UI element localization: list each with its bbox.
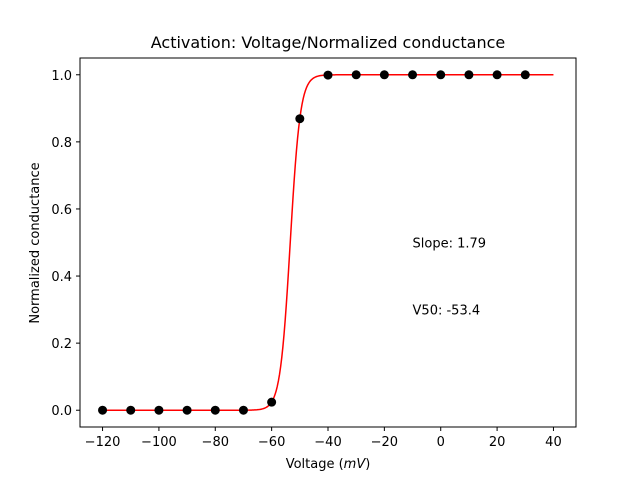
y-axis-ticks: 0.0 0.2 0.4 0.6 0.8 1.0	[51, 69, 80, 419]
data-point	[408, 70, 418, 80]
data-point	[520, 70, 530, 80]
x-tick-label: 40	[545, 435, 562, 450]
y-tick-label: 0.0	[51, 404, 72, 419]
x-tick-label: 20	[489, 435, 506, 450]
y-tick-label: 0.8	[51, 136, 72, 151]
y-tick-label: 1.0	[51, 69, 72, 84]
y-tick-label: 0.4	[51, 270, 72, 285]
data-point	[295, 114, 305, 124]
annotation-label: V50: -53.4	[413, 304, 481, 319]
x-axis-label-unit: mV	[344, 457, 367, 472]
x-axis-ticks: −120 −100 −80 −60 −40 −20 0 20 40	[85, 427, 562, 450]
annotations: Slope: 1.79 V50: -53.4	[413, 237, 487, 319]
data-point	[182, 405, 192, 415]
data-point	[323, 70, 333, 80]
annotation-label: Slope: 1.79	[413, 237, 487, 252]
chart-title: Activation: Voltage/Normalized conductan…	[151, 33, 505, 52]
plot-area	[79, 57, 577, 428]
x-tick-label: 0	[437, 435, 445, 450]
x-axis-label-prefix: Voltage (	[286, 457, 344, 472]
y-axis-label: Normalized conductance	[28, 162, 43, 323]
x-tick-label: −120	[85, 435, 121, 450]
x-axis-label: Voltage (mV)	[286, 457, 371, 472]
data-point	[379, 70, 389, 80]
data-point	[351, 70, 361, 80]
x-tick-label: −20	[371, 435, 398, 450]
x-tick-label: −60	[258, 435, 285, 450]
data-point	[98, 405, 108, 415]
data-points	[98, 70, 530, 415]
x-tick-label: −100	[141, 435, 177, 450]
data-point	[492, 70, 502, 80]
y-tick-label: 0.6	[51, 203, 72, 218]
data-point	[464, 70, 474, 80]
axes-frame	[79, 57, 577, 428]
x-tick-label: −80	[202, 435, 229, 450]
data-point	[210, 405, 220, 415]
data-point	[436, 70, 446, 80]
data-point	[154, 405, 164, 415]
data-point	[126, 405, 136, 415]
y-tick-label: 0.2	[51, 337, 72, 352]
x-axis-label-suffix: )	[365, 457, 370, 472]
x-tick-label: −40	[314, 435, 341, 450]
data-point	[267, 397, 277, 407]
data-point	[238, 405, 248, 415]
